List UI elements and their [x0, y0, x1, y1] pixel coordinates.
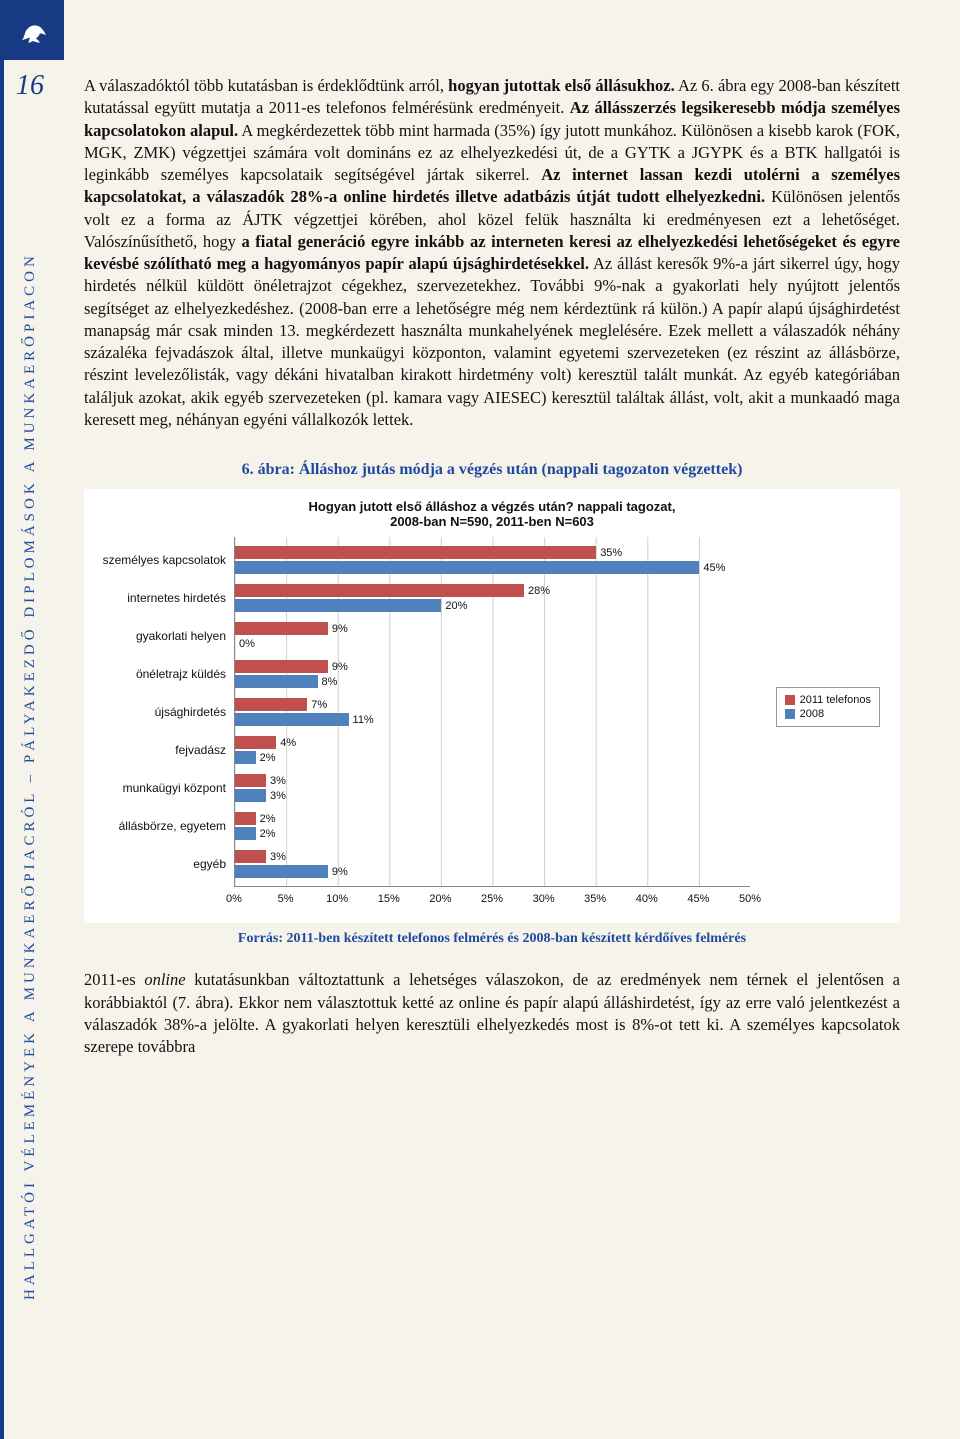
chart-bar-value: 35% [600, 547, 622, 559]
chart-bar [235, 660, 328, 673]
p2-a: 2011-es [84, 970, 144, 989]
chart-bar [235, 736, 276, 749]
p1-e: Az állást keresők 9%-a járt sikerrel úgy… [84, 254, 900, 429]
chart-bar [235, 622, 328, 635]
chart-bar-value: 2% [260, 752, 276, 764]
chart-bar [235, 850, 266, 863]
chart-bar-value: 3% [270, 775, 286, 787]
chart-category-label: internetes hirdetés [127, 591, 226, 605]
chart-container: Hogyan jutott első álláshoz a végzés utá… [84, 489, 900, 923]
chart-bar-value: 2% [260, 828, 276, 840]
chart-category-label: állásbörze, egyetem [119, 819, 226, 833]
chart-bar [235, 812, 256, 825]
p2-italic: online [144, 970, 185, 989]
chart-bar-value: 3% [270, 851, 286, 863]
chart-bar [235, 698, 307, 711]
chart-subtitle: Hogyan jutott első álláshoz a végzés utá… [94, 499, 890, 529]
legend-item-2008: 2008 [785, 708, 871, 720]
paragraph-2: 2011-es online kutatásunkban változtattu… [84, 969, 900, 1058]
chart-source: Forrás: 2011-ben készített telefonos fel… [84, 931, 900, 947]
chart-x-tick: 50% [739, 893, 761, 905]
margin-running-title: HALLGATÓI VÉLEMÉNYEK A MUNKAERŐPIACRÓL –… [22, 100, 39, 1300]
chart-x-axis: 0%5%10%15%20%25%30%35%40%45%50% [234, 893, 750, 911]
chart-bar-value: 20% [445, 600, 467, 612]
chart-plot: 35% 45% 28% 20% 9% 0% 9% 8% 7% 11% 4% 2% 3% 3% 2% 2% 3% 9… [234, 537, 750, 887]
chart-bar-value: 9% [332, 661, 348, 673]
chart-x-tick: 45% [687, 893, 709, 905]
chart-bar [235, 599, 441, 612]
chart-bar [235, 561, 699, 574]
chart-bar [235, 774, 266, 787]
chart-bar [235, 675, 318, 688]
chart-bar-value: 11% [353, 714, 374, 726]
chart-x-tick: 0% [226, 893, 242, 905]
chart-plot-area: személyes kapcsolatok internetes hirdetés… [94, 537, 890, 917]
p1-a: A válaszadóktól több kutatásban is érdek… [84, 76, 448, 95]
document-page: 16 HALLGATÓI VÉLEMÉNYEK A MUNKAERŐPIACRÓ… [0, 0, 960, 1439]
chart-bar [235, 789, 266, 802]
chart-bar [235, 827, 256, 840]
chart-bar [235, 546, 596, 559]
chart-subtitle-line2: 2008-ban N=590, 2011-ben N=603 [390, 514, 594, 529]
chart-category-label: gyakorlati helyen [136, 629, 226, 643]
chart-x-tick: 40% [636, 893, 658, 905]
legend-swatch-2008 [785, 709, 795, 719]
chart-bar-value: 3% [270, 790, 286, 802]
chart-x-tick: 25% [481, 893, 503, 905]
legend-swatch-2011 [785, 695, 795, 705]
chart-category-label: önéletrajz küldés [136, 667, 226, 681]
chart-subtitle-line1: Hogyan jutott első álláshoz a végzés utá… [309, 499, 676, 514]
chart-caption: 6. ábra: Álláshoz jutás módja a végzés u… [84, 461, 900, 479]
chart-bar [235, 713, 349, 726]
chart-category-label: személyes kapcsolatok [103, 553, 226, 567]
chart-bar-value: 28% [528, 585, 550, 597]
chart-x-tick: 20% [429, 893, 451, 905]
chart-y-axis-labels: személyes kapcsolatok internetes hirdetés… [94, 537, 232, 887]
chart-bar-value: 9% [332, 623, 348, 635]
p2-b: kutatásunkban változtattunk a lehetséges… [84, 970, 900, 1056]
chart-bar-value: 45% [703, 562, 725, 574]
chart-bar-value: 9% [332, 866, 348, 878]
legend-label-2008: 2008 [800, 708, 824, 720]
chart-legend: 2011 telefonos 2008 [776, 687, 880, 727]
chart-bar [235, 751, 256, 764]
chart-bar-value: 0% [239, 638, 255, 650]
chart-bar [235, 584, 524, 597]
chart-category-label: újsághirdetés [155, 705, 226, 719]
chart-x-tick: 35% [584, 893, 606, 905]
chart-category-label: fejvadász [175, 743, 226, 757]
header-logo-band [4, 0, 64, 60]
p1-b1: hogyan jutottak első állásukhoz. [448, 76, 675, 95]
page-number: 16 [16, 70, 44, 102]
chart-bar-value: 2% [260, 813, 276, 825]
chart-bar-value: 4% [280, 737, 296, 749]
legend-label-2011: 2011 telefonos [800, 694, 871, 706]
griffin-icon [17, 13, 51, 47]
chart-bar-value: 8% [322, 676, 338, 688]
chart-category-label: egyéb [193, 857, 226, 871]
chart-bar [235, 865, 328, 878]
chart-x-tick: 10% [326, 893, 348, 905]
chart-x-tick: 15% [378, 893, 400, 905]
chart-category-label: munkaügyi központ [123, 781, 226, 795]
chart-bar-value: 7% [311, 699, 327, 711]
paragraph-1: A válaszadóktól több kutatásban is érdek… [84, 75, 900, 431]
chart-x-tick: 5% [278, 893, 294, 905]
chart-x-tick: 30% [533, 893, 555, 905]
legend-item-2011: 2011 telefonos [785, 694, 871, 706]
